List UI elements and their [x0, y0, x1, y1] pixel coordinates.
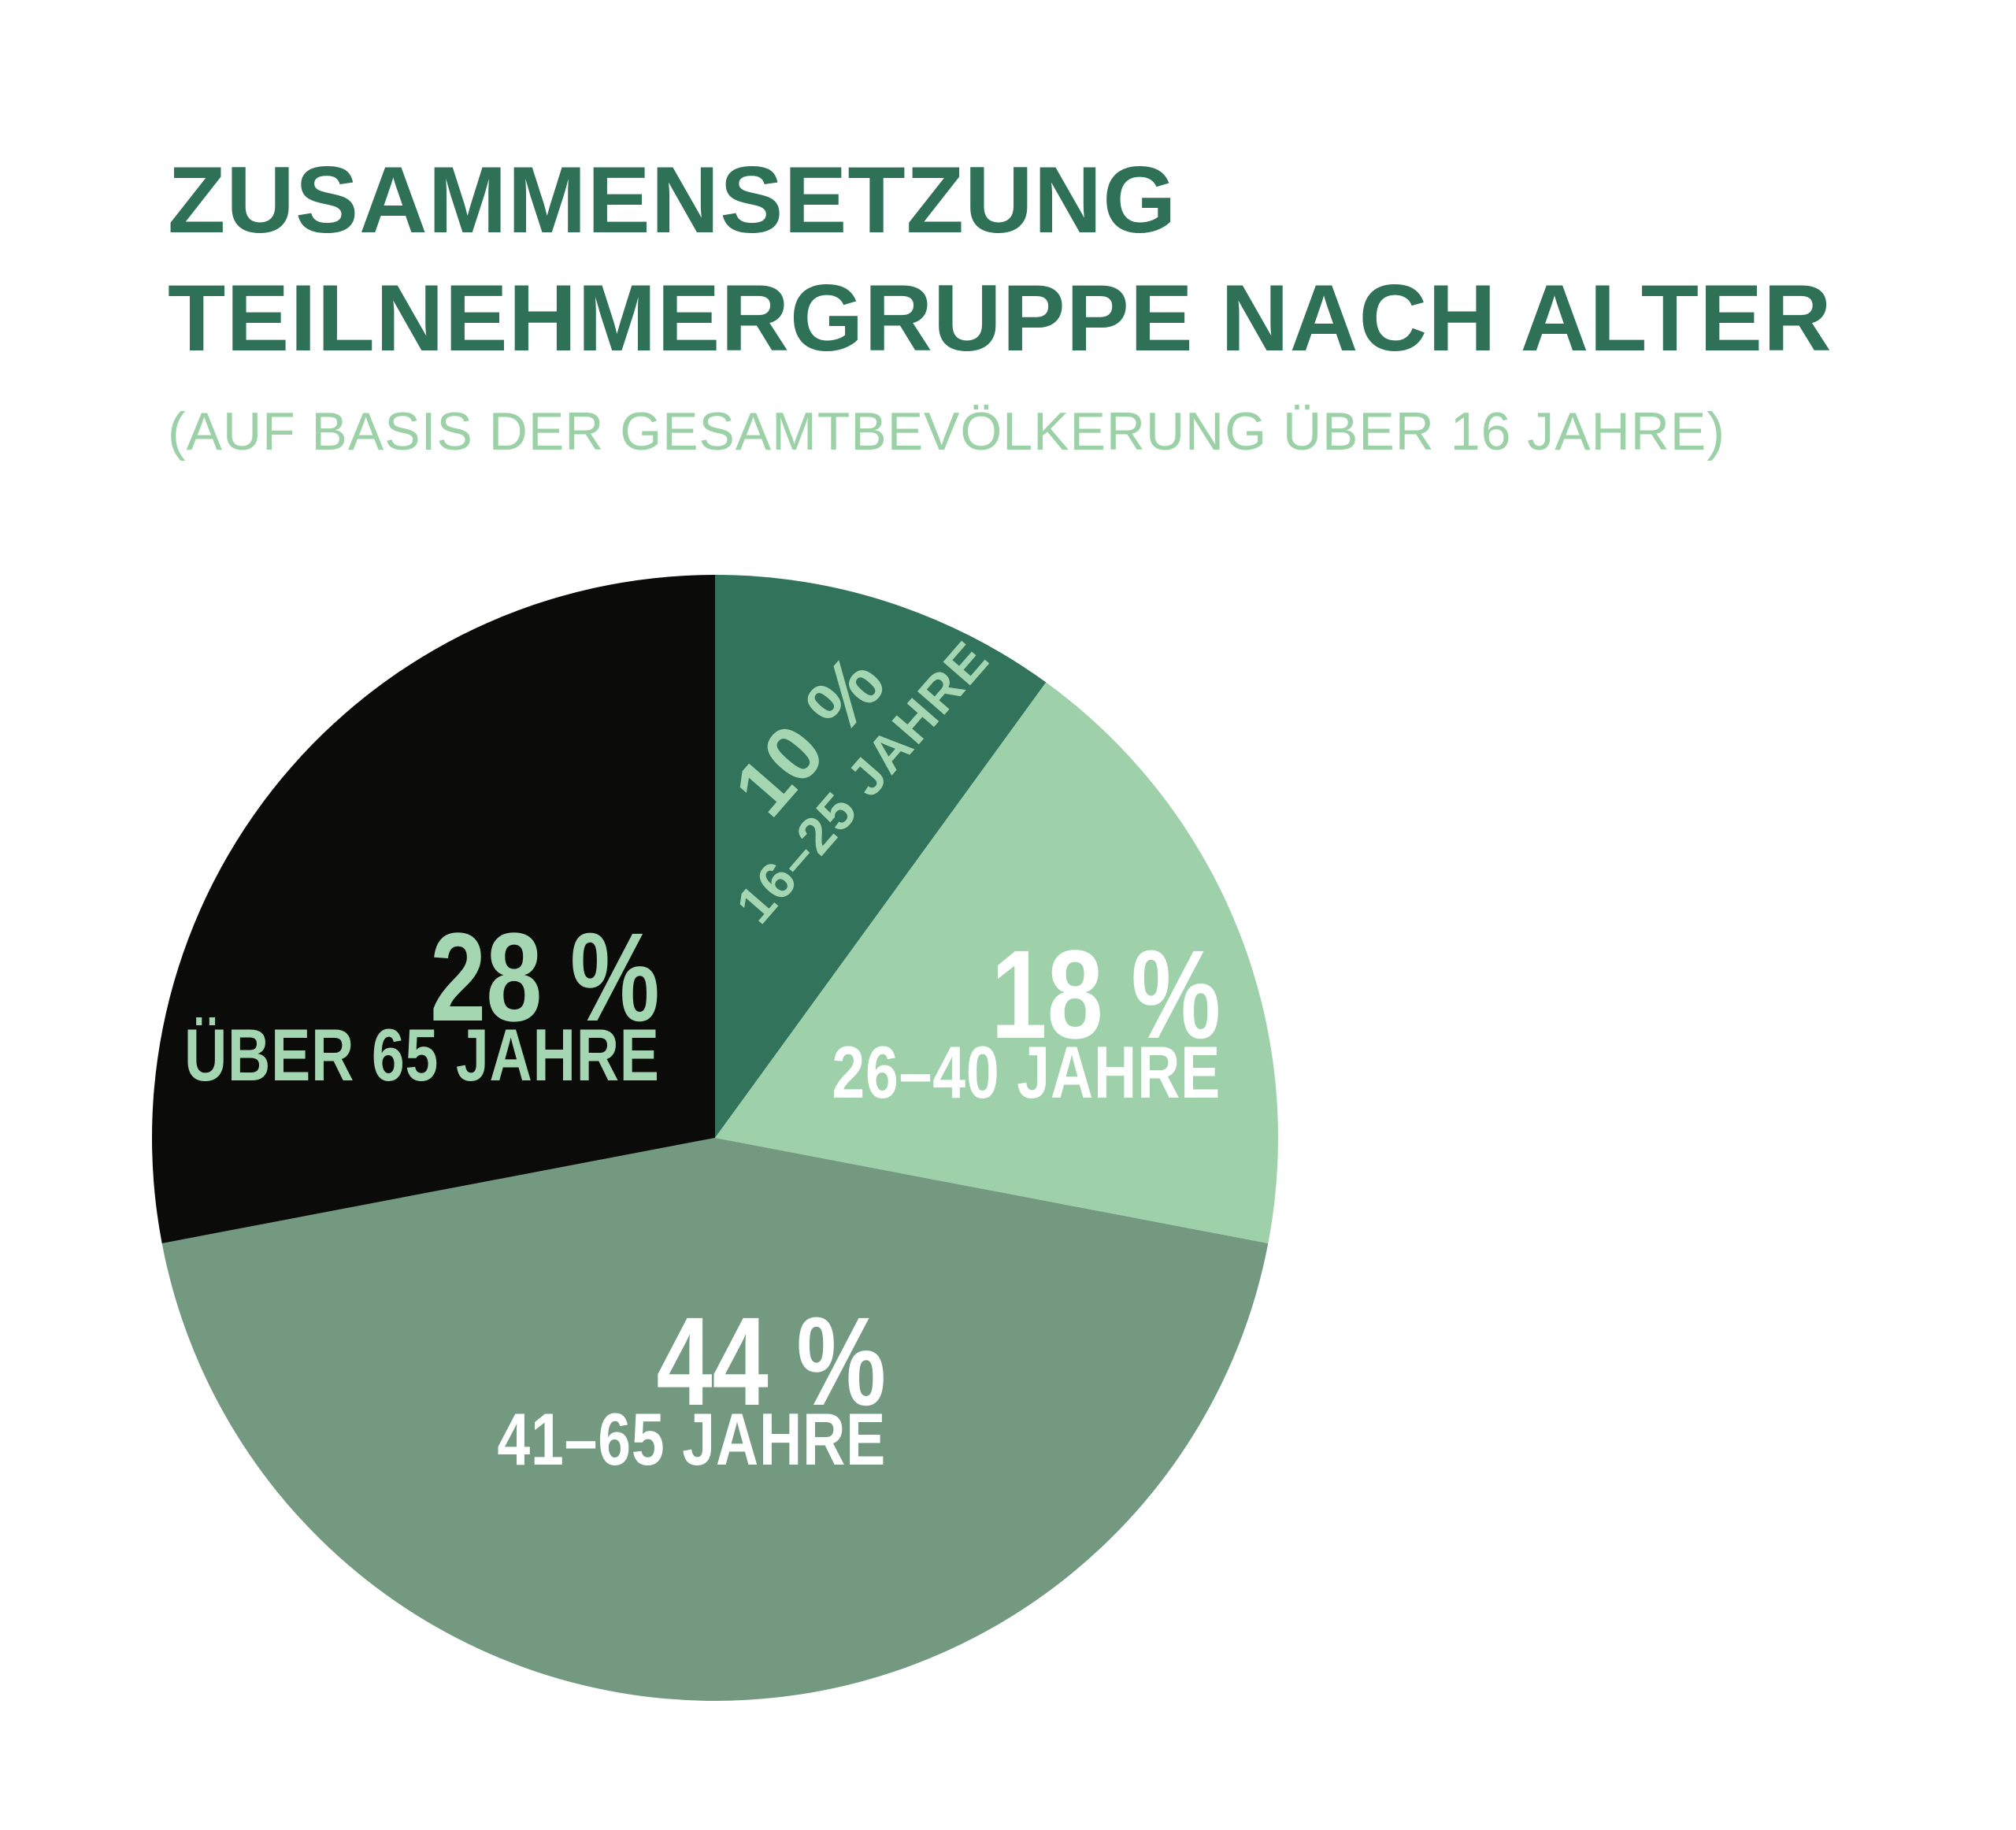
slice-label-26-40: 18 % 26–40 JAHRE — [832, 932, 1221, 1109]
slice-label-ueber-65: 28 % ÜBER 65 JAHRE — [184, 914, 660, 1092]
chart-subtitle: (AUF BASIS DER GESAMTBEVÖLKERUNG ÜBER 16… — [168, 402, 1725, 461]
slice-range-26-40: 26–40 JAHRE — [832, 1031, 1221, 1113]
pie-slice-26-40-jahre — [715, 682, 1278, 1243]
pie-slice-41-65-jahre — [161, 1138, 1269, 1701]
slice-percent-ueber-65: 28 % — [430, 906, 660, 1047]
slice-label-41-65: 44 % 41–65 JAHRE — [497, 1298, 886, 1476]
slice-percent-26-40: 18 % — [991, 924, 1221, 1065]
pie-slice-16-25-jahre — [715, 575, 1047, 1138]
chart-title: ZUSAMMENSETZUNG TEILNEHMERGRUPPE NACH AL… — [168, 141, 1940, 377]
title-line-2: TEILNEHMERGRUPPE NACH ALTER — [168, 265, 1833, 371]
title-line-1: ZUSAMMENSETZUNG — [168, 147, 1177, 253]
slice-range-ueber-65: ÜBER 65 JAHRE — [184, 1013, 660, 1096]
pie-slice-über-65-jahre — [152, 575, 715, 1243]
slice-range-41-65: 41–65 JAHRE — [497, 1398, 886, 1480]
slice-percent-41-65: 44 % — [656, 1291, 886, 1432]
chart-header: ZUSAMMENSETZUNG TEILNEHMERGRUPPE NACH AL… — [168, 141, 1940, 462]
pie-chart — [152, 575, 1278, 1701]
